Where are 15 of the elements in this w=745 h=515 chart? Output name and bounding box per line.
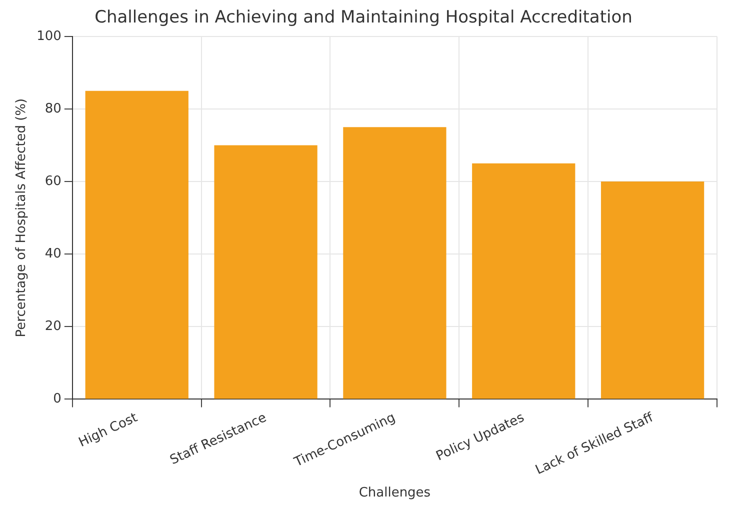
bar [214,145,318,399]
y-tick-label: 0 [53,392,62,407]
y-tick-label: 100 [36,28,62,44]
y-tick-label: 80 [44,101,62,116]
bar [85,90,188,399]
x-tick-label: High Cost [76,410,140,451]
bar [343,127,446,399]
y-tick-label: 40 [44,246,62,262]
x-axis-title: Challenges [358,486,431,501]
y-axis-title: Percentage of Hospitals Affected (%) [14,98,30,338]
y-tick-label: 20 [44,319,62,334]
bar [472,163,576,399]
chart-title: Challenges in Achieving and Maintaining Hospital Accreditation [94,8,632,28]
bar [600,182,704,399]
y-tick-label: 60 [44,174,62,189]
